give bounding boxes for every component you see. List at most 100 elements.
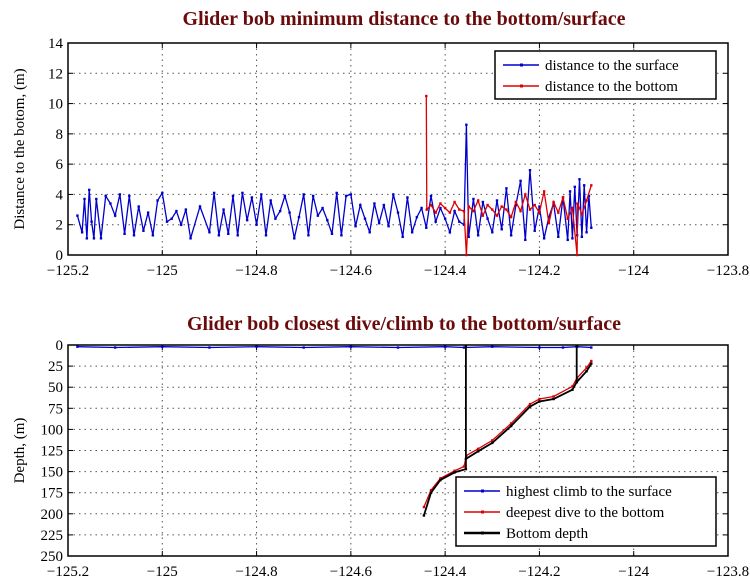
data-point: [533, 203, 536, 207]
data-point: [255, 223, 258, 226]
data-point: [509, 422, 513, 425]
data-point: [321, 206, 324, 210]
data-point: [533, 229, 536, 232]
chart-title: Glider bob closest dive/climb to the bot…: [187, 313, 621, 335]
y-axis-label: Distance to the botom, (m): [12, 68, 28, 229]
x-tick-label: −124.8: [235, 564, 277, 580]
y-tick-label: 100: [41, 422, 64, 438]
data-point: [578, 178, 581, 181]
data-point: [538, 346, 541, 349]
data-point: [425, 208, 428, 211]
data-point: [557, 211, 560, 214]
data-point: [311, 194, 315, 198]
data-point: [566, 238, 569, 242]
data-point: [528, 405, 532, 408]
data-point: [118, 193, 122, 196]
y-tick-label: 75: [48, 401, 63, 417]
data-point: [467, 205, 470, 208]
data-point: [476, 447, 480, 451]
data-point: [137, 205, 140, 208]
y-tick-label: 2: [56, 218, 64, 234]
series-line-highest-climb-to-the-surface: [77, 346, 592, 349]
x-tick-label: −124.6: [330, 263, 373, 279]
data-point: [429, 491, 433, 494]
data-point: [382, 203, 386, 207]
y-tick-label: 0: [56, 338, 64, 354]
data-point: [568, 190, 572, 193]
data-point: [250, 196, 254, 199]
data-point: [491, 439, 494, 442]
data-point: [509, 215, 513, 219]
data-point: [453, 209, 456, 213]
data-point: [113, 214, 117, 217]
data-point: [467, 235, 470, 239]
data-point: [245, 218, 249, 222]
data-point: [448, 231, 452, 234]
data-point: [422, 505, 426, 509]
data-point: [340, 234, 343, 237]
data-point: [575, 345, 578, 348]
data-point: [401, 235, 404, 239]
data-point: [538, 400, 541, 403]
data-point: [76, 214, 79, 217]
y-tick-label: 10: [48, 97, 63, 113]
y-tick-label: 175: [41, 486, 64, 502]
data-point: [580, 212, 584, 216]
data-point: [587, 194, 591, 198]
data-point: [566, 217, 569, 220]
data-point: [443, 345, 447, 348]
data-point: [288, 211, 291, 214]
data-point: [439, 206, 442, 210]
data-point: [92, 237, 96, 240]
data-point: [443, 206, 447, 210]
chart-1: Glider bob minimum distance to the botto…: [12, 8, 749, 279]
data-point: [528, 208, 532, 211]
data-point: [552, 397, 555, 401]
data-point: [462, 223, 466, 226]
data-point: [500, 228, 503, 231]
data-point: [561, 346, 565, 349]
data-point: [88, 188, 91, 192]
data-point: [128, 194, 131, 198]
data-point: [104, 194, 107, 198]
data-point: [491, 441, 494, 445]
data-point: [227, 232, 230, 235]
data-point: [465, 253, 468, 257]
data-point: [354, 225, 357, 228]
data-point: [109, 202, 112, 205]
legend-marker: [481, 489, 484, 493]
data-point: [387, 225, 390, 228]
data-point: [429, 488, 433, 492]
chart-title: Glider bob minimum distance to the botto…: [183, 8, 626, 30]
data-point: [557, 235, 560, 239]
data-point: [85, 237, 89, 240]
x-tick-label: −125.2: [47, 263, 89, 279]
data-point: [344, 194, 348, 198]
x-tick-label: −125.2: [47, 564, 89, 580]
data-point: [453, 469, 456, 472]
legend-marker: [481, 510, 484, 514]
data-point: [573, 185, 576, 189]
x-tick-label: −124.8: [235, 263, 277, 279]
data-point: [509, 424, 513, 428]
data-point: [590, 362, 593, 365]
data-point: [283, 194, 287, 198]
data-point: [434, 211, 437, 214]
data-point: [396, 346, 400, 349]
data-point: [76, 345, 79, 348]
data-point: [571, 206, 574, 210]
data-point: [264, 234, 268, 237]
y-axis-label: Depth, (m): [12, 418, 28, 484]
y-tick-label: 50: [48, 380, 63, 396]
data-point: [538, 211, 541, 214]
data-point: [462, 209, 466, 213]
data-point: [472, 197, 475, 201]
data-point: [95, 197, 98, 201]
x-tick-label: −124.4: [424, 263, 467, 279]
y-tick-label: 4: [56, 187, 64, 203]
data-point: [495, 199, 499, 202]
data-point: [335, 191, 338, 195]
data-point: [368, 231, 371, 234]
plot-area: [67, 42, 729, 256]
